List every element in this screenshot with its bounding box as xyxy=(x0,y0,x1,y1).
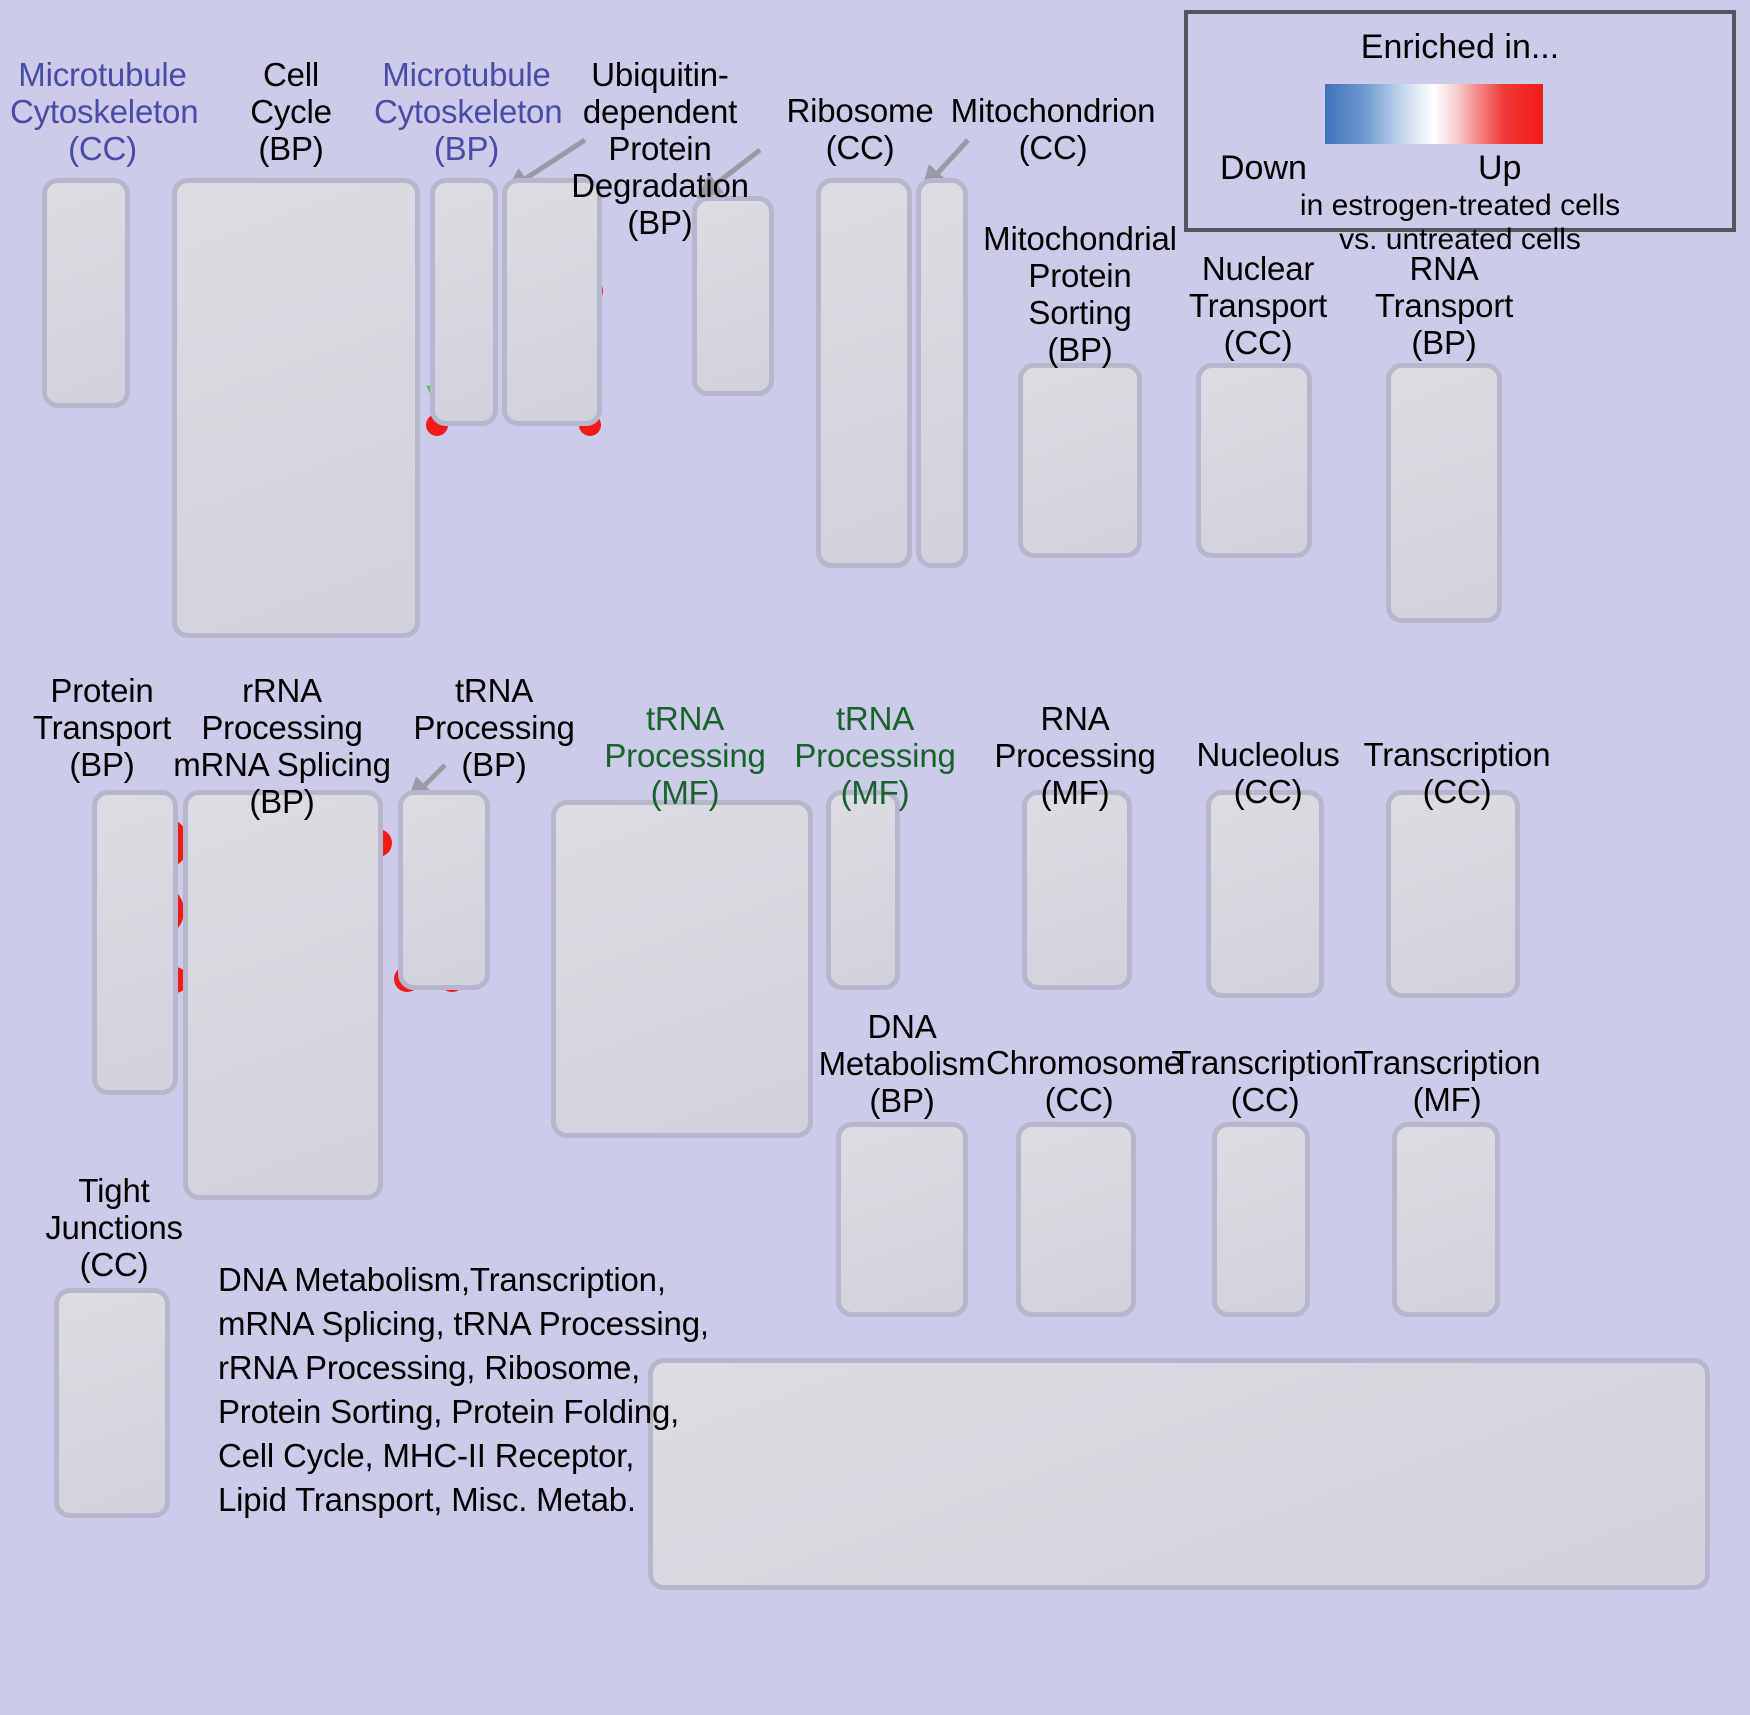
label-trna-processing-mf-2: tRNA Processing (MF) xyxy=(794,700,956,811)
legend-subtitle: in estrogen-treated cells vs. untreated … xyxy=(1299,189,1621,256)
label-tight-junctions-cc: Tight Junctions (CC) xyxy=(45,1172,183,1283)
cluster-box xyxy=(836,1122,968,1317)
cluster-box xyxy=(692,196,774,396)
cluster-box xyxy=(826,790,900,990)
legend-down-label: Down xyxy=(1220,149,1307,187)
legend-title: Enriched in... xyxy=(1360,28,1560,66)
cluster-box xyxy=(1206,790,1324,998)
label-nucleolus-cc: Nucleolus (CC) xyxy=(1196,736,1340,810)
label-mitochondrial-protein-sorting-bp: Mitochondrial Protein Sorting (BP) xyxy=(983,220,1177,368)
label-dna-metabolism-bp: DNA Metabolism (BP) xyxy=(818,1008,986,1119)
label-trna-processing-mf-1: tRNA Processing (MF) xyxy=(604,700,766,811)
label-microtubule-cytoskeleton-bp: Microtubule Cytoskeleton (BP) xyxy=(374,56,563,167)
cluster-box xyxy=(398,790,490,990)
cluster-box xyxy=(172,178,420,638)
cluster-box xyxy=(1392,1122,1500,1317)
cluster-box xyxy=(1212,1122,1310,1317)
cluster-box xyxy=(92,790,178,1095)
cluster-box xyxy=(916,178,968,568)
cluster-box xyxy=(1022,790,1132,990)
legend-colorbar xyxy=(1325,84,1543,144)
cluster-box xyxy=(42,178,130,408)
cluster-box xyxy=(1386,790,1520,998)
misc-cluster-caption: DNA Metabolism,Transcription, mRNA Splic… xyxy=(218,1261,709,1518)
legend-panel: Enriched in... Down Up in estrogen-treat… xyxy=(1184,10,1736,256)
label-transcription-mf: Transcription (MF) xyxy=(1353,1044,1541,1118)
label-nuclear-transport-cc: Nuclear Transport (CC) xyxy=(1188,250,1328,361)
label-chromosome-cc: Chromosome (CC) xyxy=(986,1044,1183,1118)
label-trna-processing-bp: tRNA Processing (BP) xyxy=(413,672,575,783)
cluster-box xyxy=(183,790,383,1200)
label-ribosome-cc: Ribosome (CC) xyxy=(786,92,934,166)
label-cell-cycle-bp: Cell Cycle (BP) xyxy=(250,56,332,167)
cluster-box xyxy=(54,1288,170,1518)
label-transcription-cc-top: Transcription (CC) xyxy=(1363,736,1551,810)
cluster-box xyxy=(1016,1122,1136,1317)
cluster-box xyxy=(648,1358,1710,1590)
label-microtubule-cytoskeleton-cc: Microtubule Cytoskeleton (CC) xyxy=(10,56,199,167)
label-protein-transport-bp: Protein Transport (BP) xyxy=(32,672,172,783)
cluster-box xyxy=(816,178,912,568)
cluster-box xyxy=(430,178,498,426)
label-rrna-processing-mrna-splicing-bp: rRNA Processing mRNA Splicing (BP) xyxy=(173,672,391,820)
label-rna-transport-bp: RNA Transport (BP) xyxy=(1374,250,1514,361)
label-transcription-cc-bottom: Transcription (CC) xyxy=(1171,1044,1359,1118)
label-mitochondrion-cc: Mitochondrion (CC) xyxy=(950,92,1156,166)
cluster-box xyxy=(1386,363,1502,623)
label-ubiquitin-dependent-protein-degradation-bp: Ubiquitin- dependent Protein Degradation… xyxy=(571,56,749,241)
label-rna-processing-mf: RNA Processing (MF) xyxy=(994,700,1156,811)
cluster-box xyxy=(1196,363,1312,558)
legend-up-label: Up xyxy=(1478,149,1522,187)
cluster-box xyxy=(502,178,602,426)
cluster-box xyxy=(1018,363,1142,558)
cluster-box xyxy=(551,800,813,1138)
